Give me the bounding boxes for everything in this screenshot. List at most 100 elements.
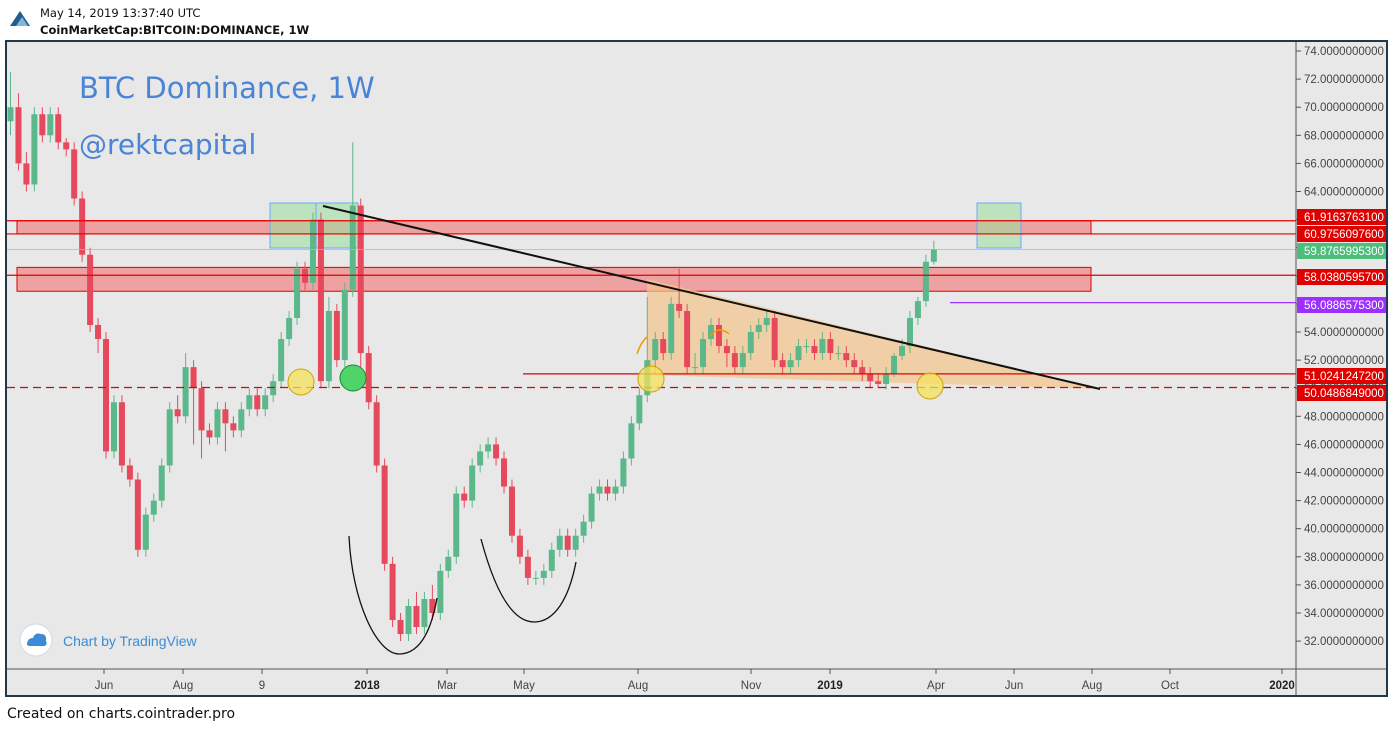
price-labels-layer: 61.9163763100 60.9756097600 59.8765995300 5… <box>1297 209 1386 401</box>
candle-body <box>79 198 86 255</box>
candle-body <box>381 465 388 564</box>
candle-body <box>883 374 890 384</box>
candle-body <box>588 493 595 522</box>
candle-body <box>309 219 316 283</box>
candle-body <box>206 430 213 438</box>
candle-body <box>63 142 70 150</box>
descending-trendline <box>322 205 1101 390</box>
x-tick-label: Aug <box>1082 680 1102 692</box>
price-label-box <box>1297 269 1386 285</box>
candle-body <box>461 493 468 501</box>
price-label-box <box>1297 368 1386 384</box>
candle-body <box>739 353 746 368</box>
candle-body <box>158 465 165 501</box>
candle-body <box>572 535 579 550</box>
candle-body <box>684 310 691 368</box>
candle-body <box>795 346 802 361</box>
candle-body <box>787 360 794 368</box>
price-label-text: 61.9163763100 <box>1304 212 1384 224</box>
price-label-text: 50.0486849000 <box>1304 388 1384 400</box>
candle-body <box>811 346 818 354</box>
x-tick-label: Jun <box>1005 680 1024 692</box>
candle-body <box>437 570 444 613</box>
y-tick-label: 44.0000000000 <box>1304 468 1384 480</box>
candle-body <box>493 444 500 459</box>
y-tick-label: 52.0000000000 <box>1304 355 1384 367</box>
candle-body <box>580 521 587 536</box>
timestamp: May 14, 2019 13:37:40 UTC <box>40 6 201 20</box>
candle-body <box>620 458 627 487</box>
candle-body <box>819 339 826 354</box>
x-tick-label: Nov <box>741 680 762 692</box>
price-label-text: 51.0241247200 <box>1304 371 1384 383</box>
candle-body <box>254 395 261 410</box>
candle-body <box>190 367 197 389</box>
candle-body <box>668 303 675 354</box>
annotation-shapes <box>287 329 944 655</box>
candle-body <box>906 317 913 347</box>
candle-body <box>23 163 30 185</box>
candle-body <box>397 620 404 635</box>
y-tick-label: 74.0000000000 <box>1304 46 1384 58</box>
candle-body <box>182 367 189 417</box>
candle-body <box>445 556 452 571</box>
candle-body <box>628 423 635 459</box>
x-tick-label: Jun <box>95 680 114 692</box>
candle-body <box>477 451 484 466</box>
candle-body <box>103 339 110 452</box>
x-tick-label: 2018 <box>354 680 380 692</box>
y-tick-label: 48.0000000000 <box>1304 411 1384 423</box>
tradingview-watermark[interactable]: Chart by TradingView <box>19 623 197 657</box>
orange-arc <box>636 336 648 355</box>
candle-body <box>214 409 221 438</box>
candle-body <box>922 261 929 302</box>
candle-body <box>134 479 141 550</box>
y-tick-label: 54.0000000000 <box>1304 327 1384 339</box>
candle-body <box>270 381 277 396</box>
candle-body <box>341 289 348 361</box>
candle-body <box>365 353 372 403</box>
candle-body <box>747 332 754 354</box>
candle-body <box>723 346 730 354</box>
candle-body <box>7 107 14 122</box>
candle-body <box>349 205 356 290</box>
x-tick-label: May <box>513 680 535 692</box>
candle-body <box>238 409 245 431</box>
candle-body <box>55 114 62 143</box>
x-tick-label: Oct <box>1161 680 1180 692</box>
candle-body <box>222 409 229 424</box>
x-tick-label: Apr <box>927 680 945 692</box>
y-tick-label: 36.0000000000 <box>1304 580 1384 592</box>
candle-body <box>389 563 396 621</box>
candle-body <box>230 423 237 431</box>
candle-body <box>142 514 149 550</box>
cloud-shape <box>27 633 47 646</box>
x-tick-label: Aug <box>173 680 193 692</box>
cointrader-logo-icon <box>8 6 32 28</box>
candle-body <box>501 458 508 487</box>
candle-body <box>556 535 563 550</box>
overlay-author: @rektcapital <box>79 128 256 161</box>
candle-body <box>278 339 285 382</box>
y-tick-label: 32.0000000000 <box>1304 636 1384 648</box>
candle-body <box>166 409 173 466</box>
candle-body <box>31 114 38 185</box>
yellow-circle-marker <box>287 368 315 396</box>
y-tick-label: 64.0000000000 <box>1304 187 1384 199</box>
candle-body <box>294 268 301 318</box>
price-label-text: 56.0886575300 <box>1304 300 1384 312</box>
chart-area[interactable]: 74.0000000000 72.0000000000 70.0000000000 6… <box>7 42 1386 695</box>
price-label-text: 58.0380595700 <box>1304 272 1384 284</box>
candle-body <box>39 114 46 136</box>
candle-body <box>508 486 515 536</box>
candle-body <box>150 500 157 515</box>
candles-layer <box>7 72 937 642</box>
candle-body <box>715 324 722 347</box>
candle-body <box>357 205 364 354</box>
price-label-box <box>1297 226 1386 242</box>
candle-body <box>707 324 714 340</box>
candle-body <box>453 493 460 557</box>
candle-body <box>198 388 205 431</box>
candle-body <box>564 535 571 550</box>
overlay-title: BTC Dominance, 1W <box>79 71 375 105</box>
